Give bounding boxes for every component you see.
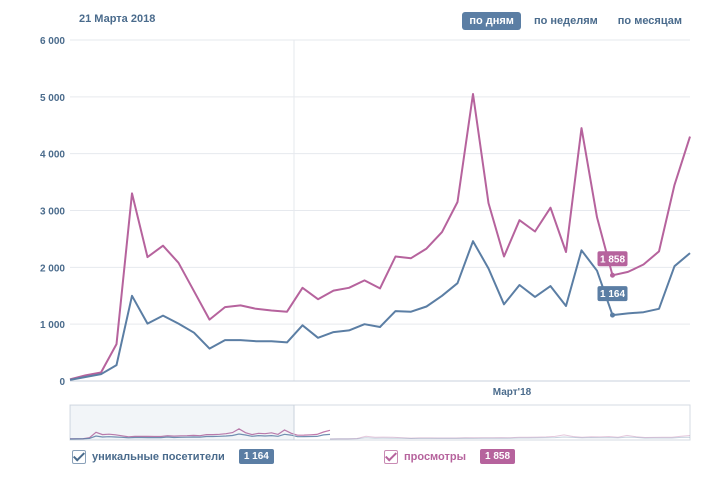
visitors-legend-value: 1 164 (238, 449, 274, 464)
visitors-legend-label: уникальные посетители (92, 450, 225, 463)
views-legend-value: 1 858 (480, 449, 516, 464)
period-tabs: по дням по неделям по месяцам (462, 12, 689, 30)
tab-by-months[interactable]: по месяцам (617, 15, 682, 27)
y-tick-label: 5 000 (40, 93, 65, 104)
tab-by-weeks[interactable]: по неделям (533, 15, 598, 27)
x-axis-month-label: Март'18 (493, 387, 532, 398)
views-tooltip-box (597, 251, 628, 267)
views-checkbox[interactable] (384, 449, 398, 464)
visitors-tooltip-box (597, 286, 628, 302)
visitors-checkbox[interactable] (72, 449, 86, 464)
visitors-highlight-point (610, 312, 615, 318)
tab-by-days[interactable]: по дням (462, 12, 521, 30)
views-series-line (69, 93, 691, 381)
y-tick-label: 0 (59, 377, 65, 388)
y-tick-label: 3 000 (40, 207, 65, 218)
legend-views[interactable]: просмотры 1 858 (384, 449, 516, 464)
navigator-selection (70, 405, 294, 440)
views-legend-label: просмотры (404, 450, 466, 463)
views-tooltip-label: 1 858 (600, 254, 625, 265)
y-tick-label: 1 000 (40, 320, 65, 331)
visitors-tooltip-label: 1 164 (600, 289, 625, 300)
y-tick-label: 4 000 (40, 150, 65, 161)
navigator-views-line-tail (329, 434, 691, 440)
navigator-views-line (69, 428, 331, 440)
y-tick-label: 6 000 (40, 36, 65, 47)
legend-visitors[interactable]: уникальные посетители 1 164 (72, 449, 274, 464)
navigator-visitors-line-tail (329, 436, 691, 440)
navigator-frame (69, 404, 691, 441)
navigator-visitors-line (69, 433, 331, 440)
views-highlight-point (610, 272, 615, 278)
y-tick-label: 2 000 (40, 263, 65, 274)
visitors-series-line (69, 240, 691, 381)
date-label: 21 Марта 2018 (79, 13, 156, 25)
